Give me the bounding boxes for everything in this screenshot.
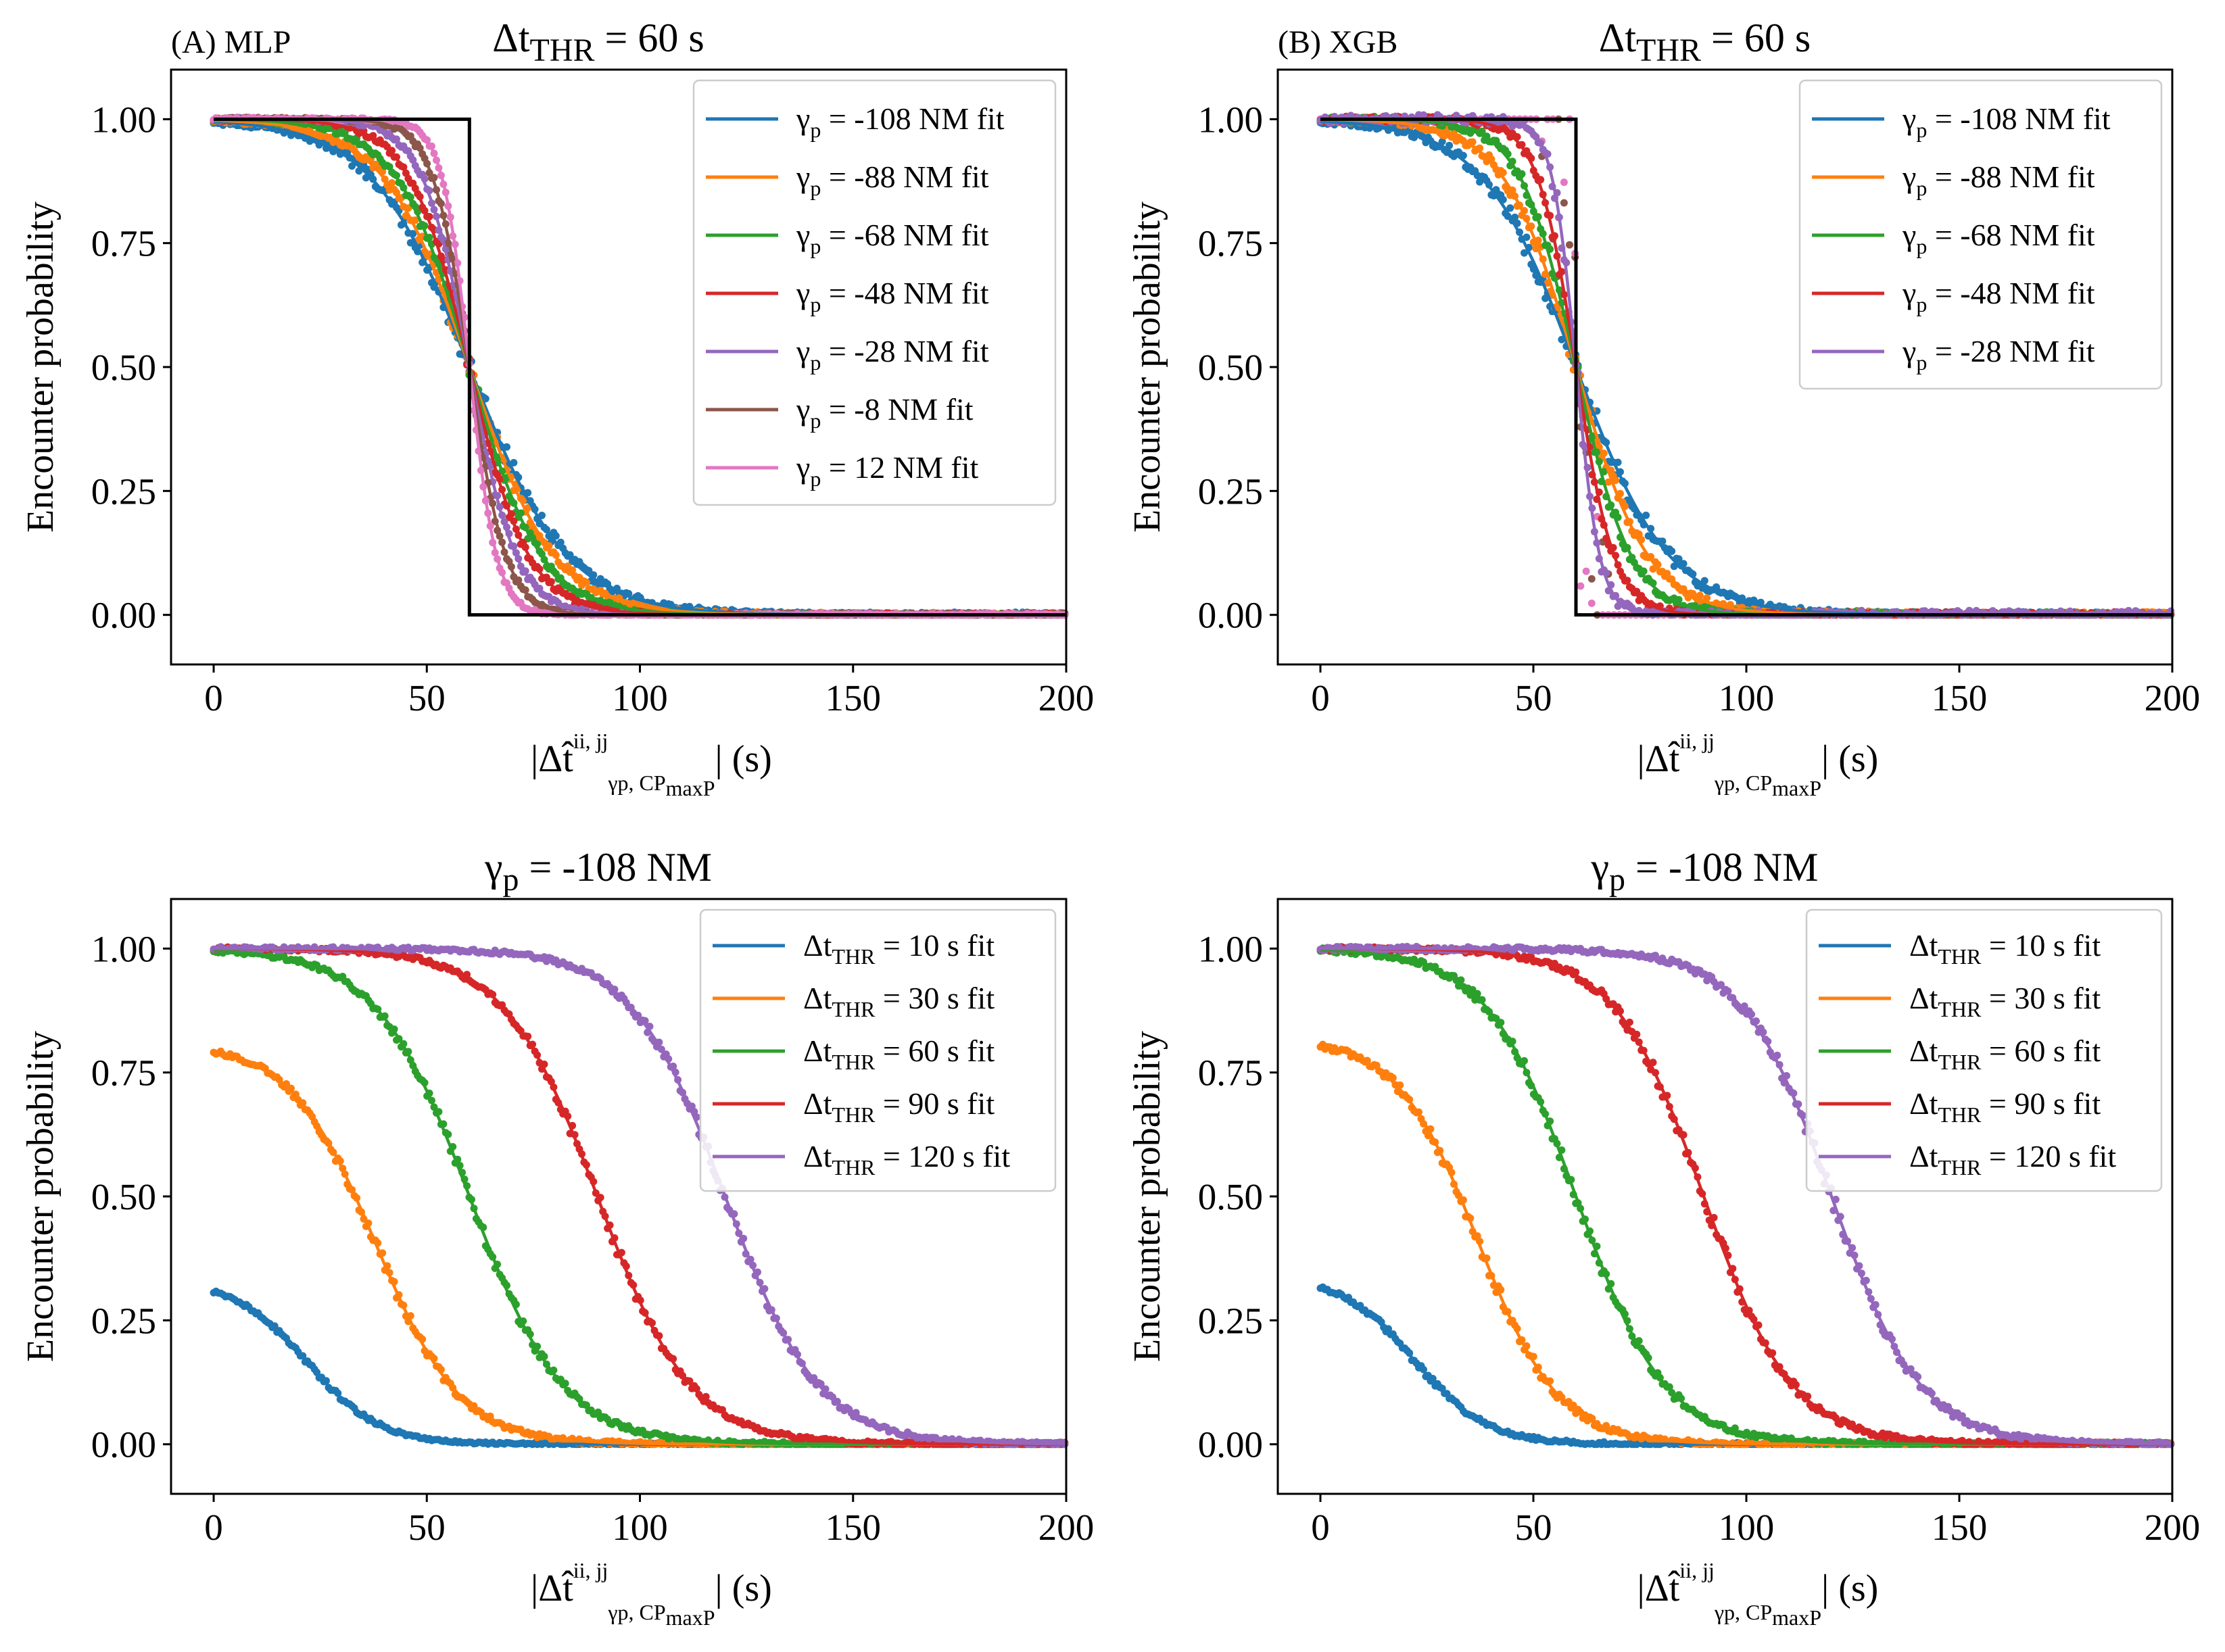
data-point <box>1587 600 1596 607</box>
x-label-sub2: maxP <box>1772 776 1821 800</box>
title-main: Δt <box>1599 16 1637 60</box>
x-label-post: | (s) <box>715 738 772 780</box>
x-label-sup: ii, jj <box>573 729 608 753</box>
legend-sub: p <box>810 350 821 374</box>
x-tick-label: 0 <box>204 677 223 719</box>
y-tick-label: 0.75 <box>91 223 156 264</box>
legend-symbol: γ <box>796 218 810 252</box>
y-tick-label: 0.50 <box>91 347 156 388</box>
legend-text: = -28 NM fit <box>1927 334 2095 368</box>
data-point <box>1582 567 1590 575</box>
data-point <box>1587 575 1596 583</box>
x-axis-label: |Δt̂ii, jj γp, CPmaxP| (s) <box>1637 729 1879 800</box>
x-label-sub: γp, CP <box>1714 771 1772 795</box>
x-tick-label: 200 <box>1038 677 1095 719</box>
x-tick-label: 100 <box>1719 677 1775 719</box>
x-axis-label: |Δt̂ii, jj γp, CPmaxP| (s) <box>531 729 772 800</box>
legend-sub: p <box>1916 234 1927 258</box>
legend-symbol: γ <box>796 276 810 310</box>
x-tick-label: 200 <box>2145 677 2201 719</box>
y-tick-label: 1.00 <box>1198 99 1263 140</box>
legend-symbol: γ <box>1902 276 1916 310</box>
data-point <box>1560 178 1568 187</box>
data-point <box>1560 199 1568 207</box>
legend-text: = -68 NM fit <box>821 218 988 252</box>
panel-label: (B) XGB <box>1278 24 1397 60</box>
data-point <box>503 443 510 451</box>
legend-text: = -48 NM fit <box>1927 276 2095 310</box>
panel-2: 0 50 100 150 2000.000.250.500.751.00Encounte… <box>20 845 1094 1630</box>
x-label-pre: |Δt̂ <box>531 738 574 780</box>
panel-0: 0 50 100 150 200 0.00 0.25 0.50 0.75 1.00 Encounte… <box>20 16 1094 800</box>
y-tick-label: 0.00 <box>91 595 156 636</box>
legend-symbol: γ <box>1902 218 1916 252</box>
y-tick-label: 0.75 <box>1198 223 1263 264</box>
legend-sub: p <box>1916 118 1927 142</box>
data-point <box>510 459 518 466</box>
legend-symbol: γ <box>796 334 810 368</box>
panel-title: ΔtTHR = 60 s <box>492 16 704 68</box>
x-label-post: | (s) <box>1821 738 1878 780</box>
legend-symbol: γ <box>1902 334 1916 368</box>
legend-sub: p <box>1916 292 1927 316</box>
legend-symbol: γ <box>796 392 810 427</box>
legend-text: = -108 NM fit <box>1927 101 2110 136</box>
title-rest: = 60 s <box>595 16 704 60</box>
legend-sub: p <box>810 466 821 491</box>
legend-sub: p <box>810 408 821 433</box>
legend-symbol: γ <box>796 160 810 194</box>
x-tick-label: 150 <box>1932 677 1988 719</box>
x-tick-label: 150 <box>826 677 882 719</box>
legend-sub: p <box>810 292 821 316</box>
title-main: Δt <box>492 16 530 60</box>
x-label-sup: ii, jj <box>1679 729 1715 753</box>
x-label-pre: |Δt̂ <box>1637 738 1681 780</box>
x-tick-label: 50 <box>1515 677 1552 719</box>
data-point <box>1577 582 1585 590</box>
legend-sub: p <box>810 118 821 142</box>
legend-sub: p <box>810 234 821 258</box>
panel-title: ΔtTHR = 60 s <box>1599 16 1811 68</box>
legend-symbol: γ <box>1902 160 1916 194</box>
legend-text: = -28 NM fit <box>821 334 988 368</box>
legend-text: = -48 NM fit <box>821 276 988 310</box>
legend-text: = 12 NM fit <box>821 450 978 485</box>
x-tick-label: 100 <box>612 677 668 719</box>
legend-text: = -88 NM fit <box>1927 160 2095 194</box>
legend-symbol: γ <box>796 101 810 136</box>
legend-sub: p <box>810 176 821 200</box>
y-tick-label: 1.00 <box>91 99 156 140</box>
title-sub: THR <box>1636 32 1701 68</box>
y-tick-label: 0.25 <box>91 470 156 512</box>
x-tick-label: 50 <box>408 677 446 719</box>
legend-text: = -88 NM fit <box>821 160 988 194</box>
legend-sub: p <box>1916 350 1927 374</box>
title-sub: THR <box>530 32 595 68</box>
y-axis-label: Encounter probability <box>1126 201 1168 533</box>
legend-text: = -108 NM fit <box>821 101 1004 136</box>
y-tick-label: 0.00 <box>1198 595 1263 636</box>
y-axis-label: Encounter probability <box>20 201 62 533</box>
data-point <box>406 239 414 247</box>
legend-symbol: γ <box>796 450 810 485</box>
x-label-sub2: maxP <box>666 776 715 800</box>
x-label-sub: γp, CP <box>607 771 665 795</box>
x-tick-label: 0 <box>1311 677 1330 719</box>
data-point <box>1566 241 1573 249</box>
legend-sub: p <box>1916 176 1927 200</box>
panel-1: 0 50 100 150 200 0.00 0.25 0.50 0.75 1.00 Encounte… <box>1126 16 2200 800</box>
y-tick-label: 0.25 <box>1198 470 1263 512</box>
title-rest: = 60 s <box>1701 16 1811 60</box>
legend-text: = -68 NM fit <box>1927 218 2095 252</box>
y-tick-label: 0.50 <box>1198 347 1263 388</box>
legend-symbol: γ <box>1902 101 1916 136</box>
legend-text: = -8 NM fit <box>821 392 973 427</box>
panel-label: (A) MLP <box>171 24 291 60</box>
